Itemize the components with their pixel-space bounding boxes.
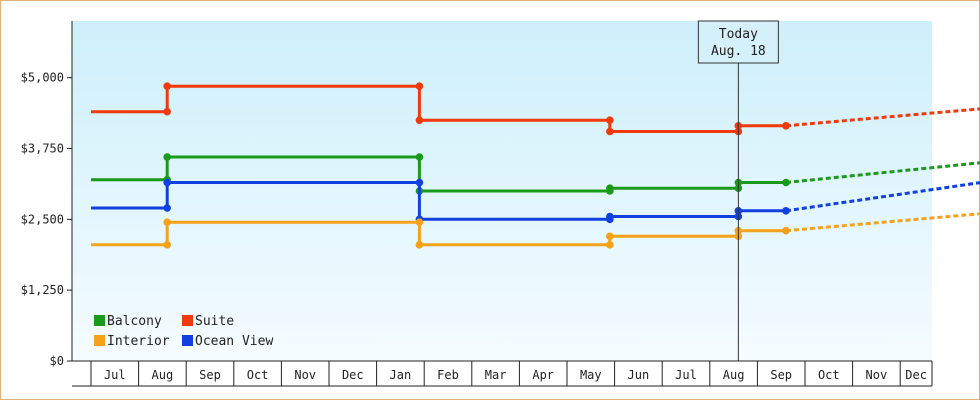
legend-swatch <box>94 335 105 346</box>
data-point <box>606 116 614 124</box>
x-tick-label: Sep <box>770 368 792 382</box>
legend-swatch <box>182 315 193 326</box>
x-tick-label: Nov <box>866 368 888 382</box>
x-tick-label: Apr <box>532 368 554 382</box>
series-projection <box>785 161 980 184</box>
data-point <box>606 127 614 136</box>
today-label: Today <box>719 27 758 42</box>
data-point <box>415 241 424 249</box>
data-point <box>163 204 171 212</box>
data-point <box>782 207 790 215</box>
data-point <box>415 178 424 187</box>
data-point <box>163 241 171 249</box>
x-tick-label: Oct <box>818 368 840 382</box>
legend: Balcony Suite Interior Ocean View <box>94 314 273 349</box>
data-point <box>606 212 614 221</box>
data-point <box>163 178 171 187</box>
legend-label: Suite <box>195 314 234 329</box>
x-tick-label: Feb <box>437 368 459 382</box>
axes: $0 $1,250 $2,500 $3,750 $5,000 Jul Aug Sep Oct No… <box>21 21 933 387</box>
x-tick-label: Jan <box>390 368 412 382</box>
x-tick-label: Aug <box>723 368 745 382</box>
legend-label: Interior <box>107 334 170 349</box>
today-date: Aug. 18 <box>711 44 766 59</box>
x-tick-label: Nov <box>294 368 316 382</box>
x-tick-label: Sep <box>199 368 221 382</box>
series-projection <box>785 212 980 233</box>
data-point <box>782 226 790 235</box>
data-point <box>163 107 171 116</box>
x-tick-label: Jun <box>628 368 650 382</box>
data-point <box>782 178 790 187</box>
x-tick-label: Dec <box>905 368 927 382</box>
data-point <box>163 82 171 90</box>
x-tick-label: Mar <box>485 368 507 382</box>
y-tick-label: $3,750 <box>21 142 64 156</box>
legend-swatch <box>94 315 105 326</box>
legend-label: Ocean View <box>195 334 273 349</box>
x-tick-label: Jul <box>104 368 126 382</box>
data-point <box>163 153 171 161</box>
data-point <box>415 218 424 226</box>
x-tick-label: May <box>580 368 602 382</box>
legend-label: Balcony <box>107 314 162 329</box>
today-box <box>697 20 779 64</box>
x-tick-label: Aug <box>152 368 174 382</box>
x-tick-label: Jul <box>675 368 697 382</box>
data-point <box>163 218 171 226</box>
data-point <box>782 122 790 130</box>
data-point <box>415 82 424 90</box>
data-point <box>606 241 614 249</box>
legend-swatch <box>182 335 193 346</box>
y-tick-label: $0 <box>50 354 64 368</box>
x-tick-label: Dec <box>342 368 364 382</box>
today-marker: Today Aug. 18 <box>697 20 779 361</box>
data-point <box>415 153 424 161</box>
y-tick-label: $1,250 <box>21 283 64 297</box>
y-tick-label: $2,500 <box>21 212 64 226</box>
data-point <box>606 232 614 241</box>
data-point <box>415 116 424 124</box>
series-projection <box>785 107 980 128</box>
x-tick-label: Oct <box>247 368 269 382</box>
series-projection <box>785 181 980 213</box>
y-tick-label: $5,000 <box>21 71 64 85</box>
data-point <box>606 184 614 192</box>
